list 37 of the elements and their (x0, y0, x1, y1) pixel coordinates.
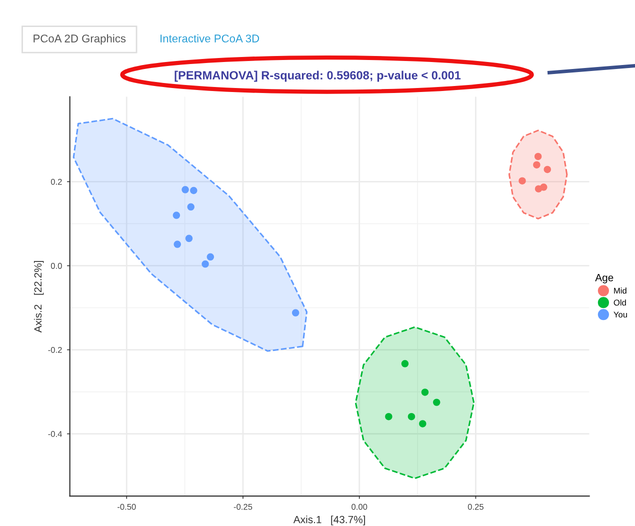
point (190, 186, 198, 194)
point (401, 360, 409, 368)
point (534, 152, 542, 160)
x-tick-label: 0.00 (352, 504, 368, 510)
point (292, 309, 300, 316)
point (533, 161, 540, 168)
point (385, 412, 392, 420)
y-tick-label: -0.2 (48, 346, 62, 353)
point (172, 212, 180, 219)
x-tick-label: -0.25 (234, 504, 252, 510)
legend-label: Mid (614, 288, 626, 294)
text: Interactive PCoA 3D (160, 34, 260, 42)
legend-title: Age (595, 274, 614, 284)
point (421, 388, 429, 396)
y-tick-label: 0.2 (50, 178, 62, 185)
x-tick-label: -0.50 (118, 504, 136, 510)
point (433, 398, 440, 406)
point (187, 203, 194, 210)
y-axis-title: Axis.2 [22.2%] (34, 260, 44, 333)
point (419, 420, 426, 428)
point (540, 184, 548, 191)
point (182, 186, 189, 194)
legend-label: You (614, 312, 627, 318)
point (408, 412, 416, 420)
text: PCoA 2D Graphics (34, 34, 126, 45)
point (544, 166, 551, 174)
point (202, 260, 209, 268)
chart-title: [PERMANOVA] R-squared: 0.59608; p-value < 0.001 (174, 70, 461, 82)
x-axis-title: Axis.1 [43.7%] (293, 516, 366, 526)
point (518, 177, 526, 184)
x-tick-label: 0.25 (468, 504, 484, 510)
legend-label: Old (614, 299, 626, 306)
point (174, 240, 181, 248)
point (185, 234, 193, 242)
y-tick-label: 0.0 (50, 262, 62, 269)
point (206, 253, 214, 261)
y-tick-label: -0.4 (48, 431, 62, 437)
